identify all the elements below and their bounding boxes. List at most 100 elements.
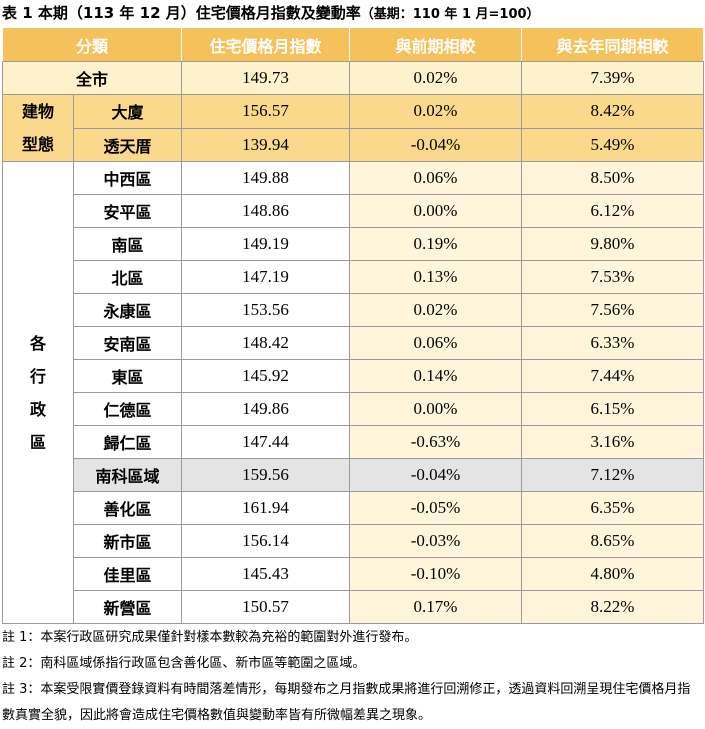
value-cell: 145.92 — [181, 359, 351, 393]
value-cell: -0.05% — [349, 491, 523, 525]
value-cell: 0.14% — [349, 359, 523, 393]
row-name: 永康區 — [72, 293, 183, 327]
value-cell: 7.44% — [521, 359, 705, 393]
data-row: 南科區域 159.56 -0.04% 7.12% — [3, 458, 705, 492]
row-name: 新市區 — [72, 524, 183, 558]
data-row: 南區 149.19 0.19% 9.80% — [3, 227, 705, 261]
header-cell: 與去年同期相較 — [521, 27, 705, 62]
value-cell: 8.42% — [521, 94, 705, 129]
value-cell: 5.49% — [521, 127, 705, 162]
value-cell: 149.86 — [181, 392, 351, 426]
group-label: 各行政區 — [29, 333, 46, 452]
title: 表 1 本期（113 年 12 月）住宅價格月指數及變動率 — [2, 4, 361, 22]
value-cell: 159.56 — [181, 458, 351, 492]
group-cell: 建物型態 — [2, 94, 74, 162]
value-cell: 6.12% — [521, 194, 705, 228]
value-cell: 156.57 — [181, 94, 351, 129]
value-cell: 0.06% — [349, 326, 523, 360]
value-cell: 147.44 — [181, 425, 351, 459]
total-row: 全市 149.73 0.02% 7.39% — [1, 61, 705, 95]
data-row: 永康區 153.56 0.02% 7.56% — [3, 293, 705, 327]
value-cell: 148.42 — [181, 326, 351, 360]
row-name: 南區 — [72, 227, 183, 261]
value-cell: 0.13% — [349, 260, 523, 294]
value-cell: 7.56% — [521, 293, 705, 327]
value-cell: 156.14 — [181, 524, 351, 558]
data-row: 安南區 148.42 0.06% 6.33% — [3, 326, 705, 360]
value-cell: 0.06% — [349, 161, 523, 195]
value-cell: 8.22% — [521, 590, 705, 624]
value-cell: 153.56 — [181, 293, 351, 327]
value-cell: 0.00% — [349, 392, 523, 426]
note: 註 1：本案行政區研究成果僅針對樣本數較為充裕的範圍對外進行發布。 — [2, 630, 418, 645]
notes: 註 1：本案行政區研究成果僅針對樣本數較為充裕的範圍對外進行發布。註 2：南科區… — [2, 625, 702, 729]
row-name: 佳里區 — [72, 557, 183, 591]
value-cell: 0.00% — [349, 194, 523, 228]
value-cell: 149.73 — [181, 61, 351, 95]
note: 註 3：本案受限實價登錄資料有時間落差情形，每期發布之月指數成果將進行回溯修正，… — [2, 682, 691, 723]
row-name: 中西區 — [72, 161, 183, 195]
value-cell: 7.12% — [521, 458, 705, 492]
data-row: 東區 145.92 0.14% 7.44% — [3, 359, 705, 393]
value-cell: 149.19 — [181, 227, 351, 261]
value-cell: 3.16% — [521, 425, 705, 459]
value-cell: -0.03% — [349, 524, 523, 558]
value-cell: 0.17% — [349, 590, 523, 624]
row-name: 透天厝 — [72, 127, 183, 162]
value-cell: 161.94 — [181, 491, 351, 525]
header-cell: 分類 — [1, 27, 183, 62]
row-name: 安南區 — [72, 326, 183, 360]
row-name: 安平區 — [72, 194, 183, 228]
value-cell: 0.02% — [349, 293, 523, 327]
row-name: 新營區 — [72, 590, 183, 624]
row-name: 北區 — [72, 260, 183, 294]
row-name: 善化區 — [72, 491, 183, 525]
value-cell: 139.94 — [181, 127, 351, 162]
value-cell: 145.43 — [181, 557, 351, 591]
value-cell: -0.10% — [349, 557, 523, 591]
data-row: 透天厝 139.94 -0.04% 5.49% — [3, 127, 705, 162]
value-cell: 8.65% — [521, 524, 705, 558]
row-name: 歸仁區 — [72, 425, 183, 459]
subtitle: （基期：110 年 1 月=100） — [360, 7, 540, 22]
title-block: 表 1 本期（113 年 12 月）住宅價格月指數及變動率（基期：110 年 1… — [2, 2, 540, 23]
header-cell: 與前期相較 — [349, 27, 523, 62]
row-name: 南科區域 — [72, 458, 183, 492]
value-cell: 0.02% — [349, 61, 523, 95]
value-cell: 150.57 — [181, 590, 351, 624]
value-cell: 8.50% — [521, 161, 705, 195]
note: 註 2：南科區域係指行政區包含善化區、新市區等範圍之區域。 — [2, 656, 366, 671]
value-cell: -0.63% — [349, 425, 523, 459]
data-row: 新營區 150.57 0.17% 8.22% — [3, 590, 705, 624]
value-cell: 147.19 — [181, 260, 351, 294]
value-cell: 4.80% — [521, 557, 705, 591]
data-row: 佳里區 145.43 -0.10% 4.80% — [3, 557, 705, 591]
data-row: 仁德區 149.86 0.00% 6.15% — [3, 392, 705, 426]
group-label: 建物型態 — [21, 102, 54, 154]
value-cell: 7.39% — [521, 61, 705, 95]
value-cell: 6.35% — [521, 491, 705, 525]
table-body: 分類 住宅價格月指數 與前期相較 與去年同期相較 全市 149.73 0.02% 7.39% 建… — [1, 27, 705, 624]
row-name: 大廈 — [72, 94, 183, 129]
value-cell: 149.88 — [181, 161, 351, 195]
value-cell: -0.04% — [349, 127, 523, 162]
header-row: 分類 住宅價格月指數 與前期相較 與去年同期相較 — [1, 27, 705, 62]
value-cell: -0.04% — [349, 458, 523, 492]
index-table: 分類 住宅價格月指數 與前期相較 與去年同期相較 全市 149.73 0.02% 7.39% 建… — [1, 27, 705, 624]
value-cell: 0.02% — [349, 94, 523, 129]
row-name: 全市 — [1, 61, 183, 95]
data-row: 北區 147.19 0.13% 7.53% — [3, 260, 705, 294]
data-row: 善化區 161.94 -0.05% 6.35% — [3, 491, 705, 525]
data-row: 各行政區 中西區 149.88 0.06% 8.50% — [2, 161, 705, 624]
value-cell: 0.19% — [349, 227, 523, 261]
value-cell: 148.86 — [181, 194, 351, 228]
value-cell: 7.53% — [521, 260, 705, 294]
header-cell: 住宅價格月指數 — [181, 27, 351, 62]
group-cell: 各行政區 — [2, 161, 74, 624]
data-row: 新市區 156.14 -0.03% 8.65% — [3, 524, 705, 558]
data-row: 建物型態 大廈 156.57 0.02% 8.42% — [2, 94, 705, 162]
value-cell: 6.33% — [521, 326, 705, 360]
data-row: 歸仁區 147.44 -0.63% 3.16% — [3, 425, 705, 459]
value-cell: 6.15% — [521, 392, 705, 426]
